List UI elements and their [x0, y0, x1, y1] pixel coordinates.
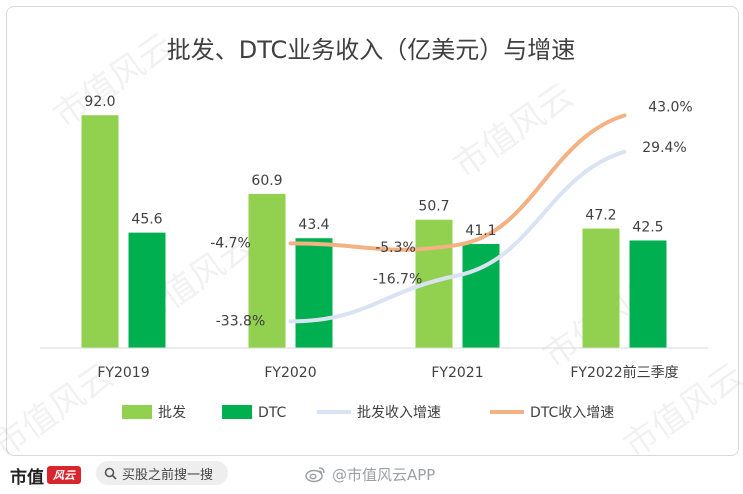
legend-swatch	[122, 405, 152, 419]
chart-title: 批发、DTC业务收入（亿美元）与增速	[167, 36, 576, 64]
x-tick-label: FY2022前三季度	[570, 364, 678, 381]
legend-swatch	[222, 405, 252, 419]
line-value-label: -16.7%	[373, 272, 423, 288]
weibo-icon	[305, 467, 325, 483]
brand-logo: 市值 风云	[10, 462, 81, 488]
search-placeholder: 买股之前搜一搜	[122, 467, 214, 483]
line-dtc-growth	[288, 113, 627, 252]
x-tick-label: FY2020	[264, 365, 316, 381]
bar-value-label: 47.2	[585, 208, 616, 224]
bar-value-label: 42.5	[632, 219, 663, 235]
bar-value-label: 50.7	[418, 199, 449, 215]
weibo-handle: @市值风云APP	[305, 462, 435, 486]
line-wholesale-growth	[288, 149, 627, 324]
line-value-label: -4.7%	[210, 235, 251, 251]
line-value-label: -33.8%	[216, 313, 266, 329]
bar-value-label: 92.0	[84, 94, 115, 110]
line-value-label: 29.4%	[642, 140, 686, 156]
legend-label: DTC	[258, 405, 287, 421]
bar-dtc	[128, 232, 166, 348]
bar-wholesale	[81, 115, 119, 349]
bar-wholesale	[582, 228, 620, 348]
bar-dtc	[295, 238, 333, 348]
brand-text: 市值	[10, 467, 44, 488]
bar-value-label: 60.9	[251, 173, 282, 189]
x-tick-label: FY2021	[431, 365, 483, 381]
bar-value-label: 43.4	[298, 217, 329, 233]
legend-label: 批发	[158, 405, 186, 421]
weibo-text: @市值风云APP	[332, 465, 436, 484]
x-tick-label: FY2019	[97, 365, 149, 381]
line-value-label: 43.0%	[648, 99, 692, 115]
legend-label: 批发收入增速	[357, 405, 441, 421]
bar-dtc	[629, 240, 667, 348]
chart-canvas: 市值风云市值风云市值风云市值风云市值风云市值风云 批发、DTC业务收入（亿美元）…	[0, 26, 743, 456]
bar-value-label: 45.6	[131, 212, 162, 228]
legend-label: DTC收入增速	[530, 405, 614, 421]
bar-value-label: 41.1	[465, 223, 496, 239]
line-value-label: -5.3%	[375, 240, 416, 256]
search-box[interactable]: 买股之前搜一搜	[96, 461, 228, 485]
search-icon	[104, 467, 117, 480]
watermark-text: 市值风云	[447, 76, 581, 187]
brand-seal: 风云	[47, 466, 81, 484]
bar-wholesale	[248, 193, 286, 348]
footer-bar: 市值 风云 买股之前搜一搜 @市值风云APP	[0, 456, 743, 494]
